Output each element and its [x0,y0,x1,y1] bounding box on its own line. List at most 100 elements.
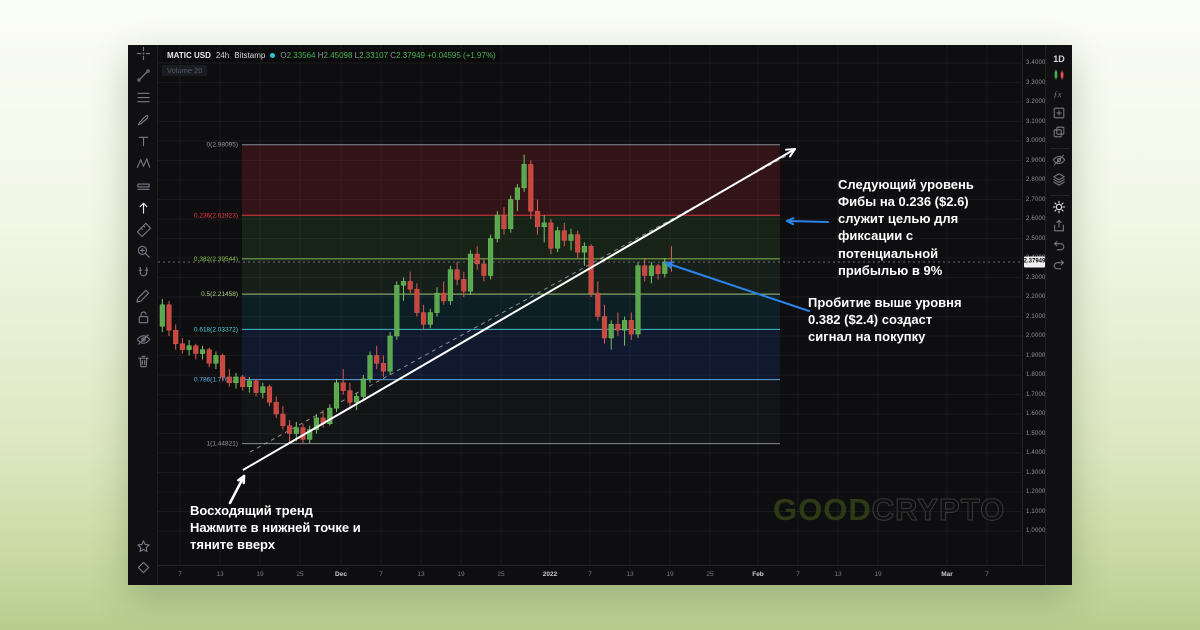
low-key: L [354,51,360,60]
high-value: 2.45098 [323,51,353,60]
chart-window: 0(2.98095) 0.236(2.61923) 0.382(2.39544) 0.… [128,45,1072,585]
price-tick: 1.10000 [1026,508,1050,515]
time-tick: Mar [941,571,953,578]
time-tick: 13 [417,571,425,578]
indicators-fx-icon: ƒx [1052,87,1066,106]
tool-lock-all[interactable] [128,309,158,331]
lock-all-icon [136,310,151,330]
tool-arrow-marker[interactable] [128,199,158,221]
toolbar-divider [1049,195,1069,196]
price-tick: 2.20000 [1026,294,1050,300]
last-price-badge: 2.37949 [1024,256,1045,268]
low-value: 2.33107 [359,51,389,60]
annotation-uptrend: Восходящий тренд Нажмите в нижней точке … [190,503,361,553]
frame-plus-button[interactable] [1046,106,1073,125]
toolbar-divider [1049,148,1069,149]
price-tick: 1.60000 [1026,411,1050,417]
fib-label-0: 0(2.98095) [207,142,238,149]
price-axis[interactable]: 2.37949 3.40000 3.30000 3.20000 3.10000 3.00… [1022,45,1049,565]
indicators-fx-button[interactable]: ƒx [1046,87,1073,106]
time-axis[interactable]: 7 13 19 25 Dec 7 13 19 25 2022 7 13 19 25 Feb 7 13 19 Mar 7 [158,565,1045,585]
time-tick: 7 [178,571,182,578]
interval-1d-button[interactable]: 1D [1053,53,1065,64]
remove-all-icon [136,354,151,374]
shapes-icon [136,560,151,580]
text-icon [136,134,151,154]
tool-crosshair[interactable] [128,45,158,67]
chart-style-candles-button[interactable] [1046,68,1073,87]
tool-shapes[interactable] [128,559,158,581]
ohlc-values: O2.33564 H2.45098 L2.33107 C2.37949 +0.0… [280,51,495,60]
settings-gear-icon [1052,200,1066,219]
annotation-fib-target: Следующий уровень Фибы на 0.236 ($2.6) с… [838,177,974,278]
tool-zoom-in[interactable] [128,243,158,265]
hide-all-icon [136,332,151,352]
tool-magnet[interactable] [128,265,158,287]
goodcrypto-watermark: GOOD CRYPTO [773,492,1005,528]
fib-retracement-icon [136,90,151,110]
fib-label-0.786: 0.786(1.77622) [194,377,238,384]
market-status-dot [270,53,276,58]
tool-text[interactable] [128,133,158,155]
tool-pencil[interactable] [128,287,158,309]
price-tick: 1.70000 [1026,391,1050,398]
exchange-name[interactable]: Bitstamp [234,51,266,60]
frame-plus-icon [1052,106,1066,125]
time-tick: 7 [796,571,800,578]
tool-fib-retracement[interactable] [128,89,158,111]
layers-button[interactable] [1046,172,1073,191]
star-icon [136,539,151,559]
copies-button[interactable] [1046,125,1073,144]
chart-plot-area[interactable]: 0(2.98095) 0.236(2.61923) 0.382(2.39544) 0.… [158,45,1028,565]
tool-long-position[interactable] [128,177,158,199]
tool-remove-all[interactable] [128,353,158,375]
symbol-name[interactable]: MATIC USD [167,51,211,60]
fib-label-0.5: 0.5(2.21458) [201,291,238,298]
price-tick: 1.50000 [1026,430,1050,437]
layers-icon [1052,172,1066,191]
undo-icon [1052,238,1066,257]
price-tick: 2.30000 [1026,274,1050,281]
change-value: +0.04595 (+1.97%) [427,51,496,60]
settings-gear-button[interactable] [1046,200,1073,219]
open-key: O [280,51,287,60]
price-tick: 3.10000 [1026,118,1050,125]
price-tick: 2.50000 [1026,235,1050,242]
tool-measure[interactable] [128,221,158,243]
time-tick: Feb [752,571,764,578]
drawing-toolbar [128,45,158,585]
tool-brush[interactable] [128,111,158,133]
volume-indicator-label[interactable]: Volume 20 [162,65,208,76]
redo-button[interactable] [1046,257,1073,276]
interval-value[interactable]: 24h [215,51,230,60]
tool-hide-all[interactable] [128,331,158,353]
long-position-icon [136,178,151,198]
tool-xabcd-pattern[interactable] [128,155,158,177]
price-tick: 3.00000 [1026,138,1050,144]
close-key: C [390,51,397,60]
open-value: 2.33564 [286,51,316,60]
tool-trend-line[interactable] [128,67,158,89]
eye-off-button[interactable] [1046,153,1073,172]
share-button[interactable] [1046,219,1073,238]
symbol-legend[interactable]: MATIC USD 24h Bitstamp O2.33564 H2.45098… [162,49,501,76]
arrow-marker-icon [136,200,151,220]
price-tick: 2.60000 [1026,216,1050,222]
zoom-in-icon [136,244,151,264]
brush-icon [136,112,151,132]
time-tick: 7 [588,571,592,578]
share-icon [1052,219,1066,238]
xabcd-pattern-icon [136,156,151,176]
crosshair-icon [136,46,151,66]
time-tick: 13 [216,571,224,578]
price-tick: 1.00000 [1026,528,1050,534]
undo-button[interactable] [1046,238,1073,257]
chart-style-candles-icon [1052,68,1066,87]
time-tick: 25 [706,571,714,578]
time-tick: 2022 [542,571,558,578]
price-tick: 2.10000 [1026,313,1050,320]
time-tick: Dec [335,571,347,578]
tool-star[interactable] [128,538,158,560]
price-tick: 3.20000 [1026,99,1050,105]
watermark-crypto: CRYPTO [871,492,1006,528]
